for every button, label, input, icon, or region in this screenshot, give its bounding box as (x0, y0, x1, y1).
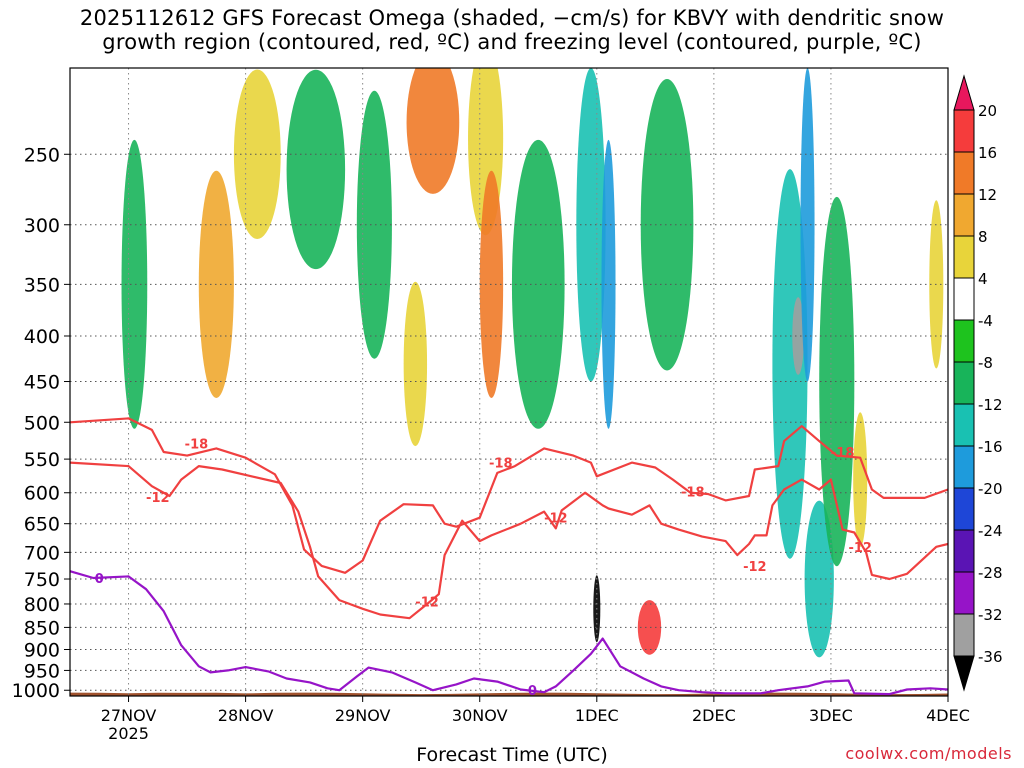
y-tick-label-650: 650 (24, 514, 60, 536)
y-tick-label-900: 900 (24, 640, 60, 662)
contour-line--12 (70, 461, 948, 620)
y-tick-label-500: 500 (24, 412, 60, 434)
axes: 2503003504004505005506006507007508008509… (12, 144, 970, 743)
colorbar-box-11 (953, 571, 975, 615)
contour-line-0 (70, 570, 948, 696)
x-tick-label-3DEC: 3DEC (809, 706, 853, 725)
omega-feature-18 (804, 500, 834, 658)
colorbar-box-7 (953, 403, 975, 447)
y-tick-label-600: 600 (24, 483, 60, 505)
y-tick-label-800: 800 (24, 594, 60, 616)
chart-title-line-2: growth region (contoured, red, ºC) and f… (102, 30, 922, 54)
contour-line--18 (70, 417, 948, 574)
y-tick-label-300: 300 (24, 215, 60, 237)
colorbar-label-5: -4 (978, 312, 993, 330)
y-tick-label-750: 750 (24, 569, 60, 591)
omega-feature-9 (511, 139, 565, 429)
colorbar-label-6: -8 (978, 354, 993, 372)
colorbar-label-1: 16 (978, 144, 997, 162)
colorbar-label-8: -16 (978, 438, 1003, 456)
contour-label-0-1: 0 (528, 684, 537, 699)
contour-label--12-1: -12 (415, 596, 439, 611)
colorbar: 20 16 12 8 4 -4 -8 -12 -16 -20 -24 -28 -32 -36 (953, 74, 1003, 692)
x-tick-label-4DEC: 4DEC (926, 706, 970, 725)
omega-feature-14 (640, 79, 694, 371)
chart-title: 2025112612 GFS Forecast Omega (shaded, −… (0, 6, 1024, 54)
y-tick-label-1000: 1000 (12, 680, 60, 702)
y-tick-label-450: 450 (24, 372, 60, 394)
contours: -18 -18 -18 -18 -12 -12 -12 -12 -12 0 0 (70, 417, 948, 699)
omega-feature-0 (121, 139, 148, 429)
y-tick-label-350: 350 (24, 274, 60, 296)
credit-link[interactable]: coolwx.com/models (845, 744, 1012, 763)
colorbar-box-4 (953, 277, 975, 321)
omega-feature-17 (800, 68, 815, 382)
colorbar-box-8 (953, 445, 975, 489)
y-tick-label-550: 550 (24, 449, 60, 471)
x-tick-label-29NOV: 29NOV (335, 706, 391, 725)
x-tick-label-30NOV: 30NOV (452, 706, 508, 725)
omega-shading (121, 68, 944, 658)
colorbar-label-11: -28 (978, 564, 1003, 582)
x-tick-label-2DEC: 2DEC (692, 706, 736, 725)
colorbar-box-0 (953, 109, 975, 153)
colorbar-label-2: 12 (978, 186, 997, 204)
omega-feature-15 (772, 169, 808, 559)
colorbar-label-7: -12 (978, 396, 1003, 414)
contour-label--12-4: -12 (848, 541, 872, 556)
colorbar-label-10: -24 (978, 522, 1003, 540)
contour-label--18-3: -18 (831, 446, 855, 461)
colorbar-box-12 (953, 613, 975, 657)
colorbar-box-10 (953, 529, 975, 573)
omega-feature-2 (233, 69, 281, 239)
omega-feature-11 (601, 139, 616, 429)
contour-label-0-0: 0 (95, 572, 104, 587)
omega-feature-13 (637, 600, 662, 655)
omega-feature-21 (853, 412, 868, 547)
omega-feature-3 (286, 69, 346, 270)
chart-title-line-1: 2025112612 GFS Forecast Omega (shaded, −… (79, 6, 945, 30)
contour-label--12-2: -12 (544, 512, 568, 527)
colorbar-bottom-arrow (953, 655, 975, 692)
colorbar-box-5 (953, 319, 975, 363)
contour-label--18-2: -18 (681, 485, 705, 500)
x-year-label: 2025 (108, 724, 149, 743)
omega-feature-19 (819, 196, 855, 567)
colorbar-box-2 (953, 193, 975, 237)
y-tick-label-850: 850 (24, 617, 60, 639)
y-tick-label-700: 700 (24, 542, 60, 564)
y-tick-label-250: 250 (24, 144, 60, 166)
x-tick-label-1DEC: 1DEC (575, 706, 619, 725)
colorbar-box-9 (953, 487, 975, 531)
colorbar-label-4: 4 (978, 270, 988, 288)
colorbar-box-1 (953, 151, 975, 195)
contour-label--12-3: -12 (743, 560, 767, 575)
colorbar-label-13: -36 (978, 648, 1003, 666)
contour-label--12-0: -12 (146, 491, 170, 506)
omega-feature-16 (792, 297, 805, 375)
colorbar-label-3: 8 (978, 228, 988, 246)
contour-label--18-0: -18 (185, 437, 209, 452)
contour-label--18-1: -18 (489, 457, 513, 472)
x-tick-label-28NOV: 28NOV (218, 706, 274, 725)
omega-feature-4 (356, 90, 392, 359)
y-tick-label-400: 400 (24, 326, 60, 348)
colorbar-label-12: -32 (978, 606, 1003, 624)
colorbar-label-9: -20 (978, 480, 1003, 498)
colorbar-box-6 (953, 361, 975, 405)
omega-feature-5 (403, 281, 428, 447)
colorbar-top-arrow (953, 74, 975, 111)
grid (70, 68, 949, 696)
x-tick-label-27NOV: 27NOV (101, 706, 157, 725)
omega-feature-6 (406, 68, 460, 194)
x-axis-title: Forecast Time (UTC) (416, 744, 608, 766)
colorbar-box-3 (953, 235, 975, 279)
colorbar-label-0: 20 (978, 102, 997, 120)
y-tick-label-950: 950 (24, 660, 60, 682)
